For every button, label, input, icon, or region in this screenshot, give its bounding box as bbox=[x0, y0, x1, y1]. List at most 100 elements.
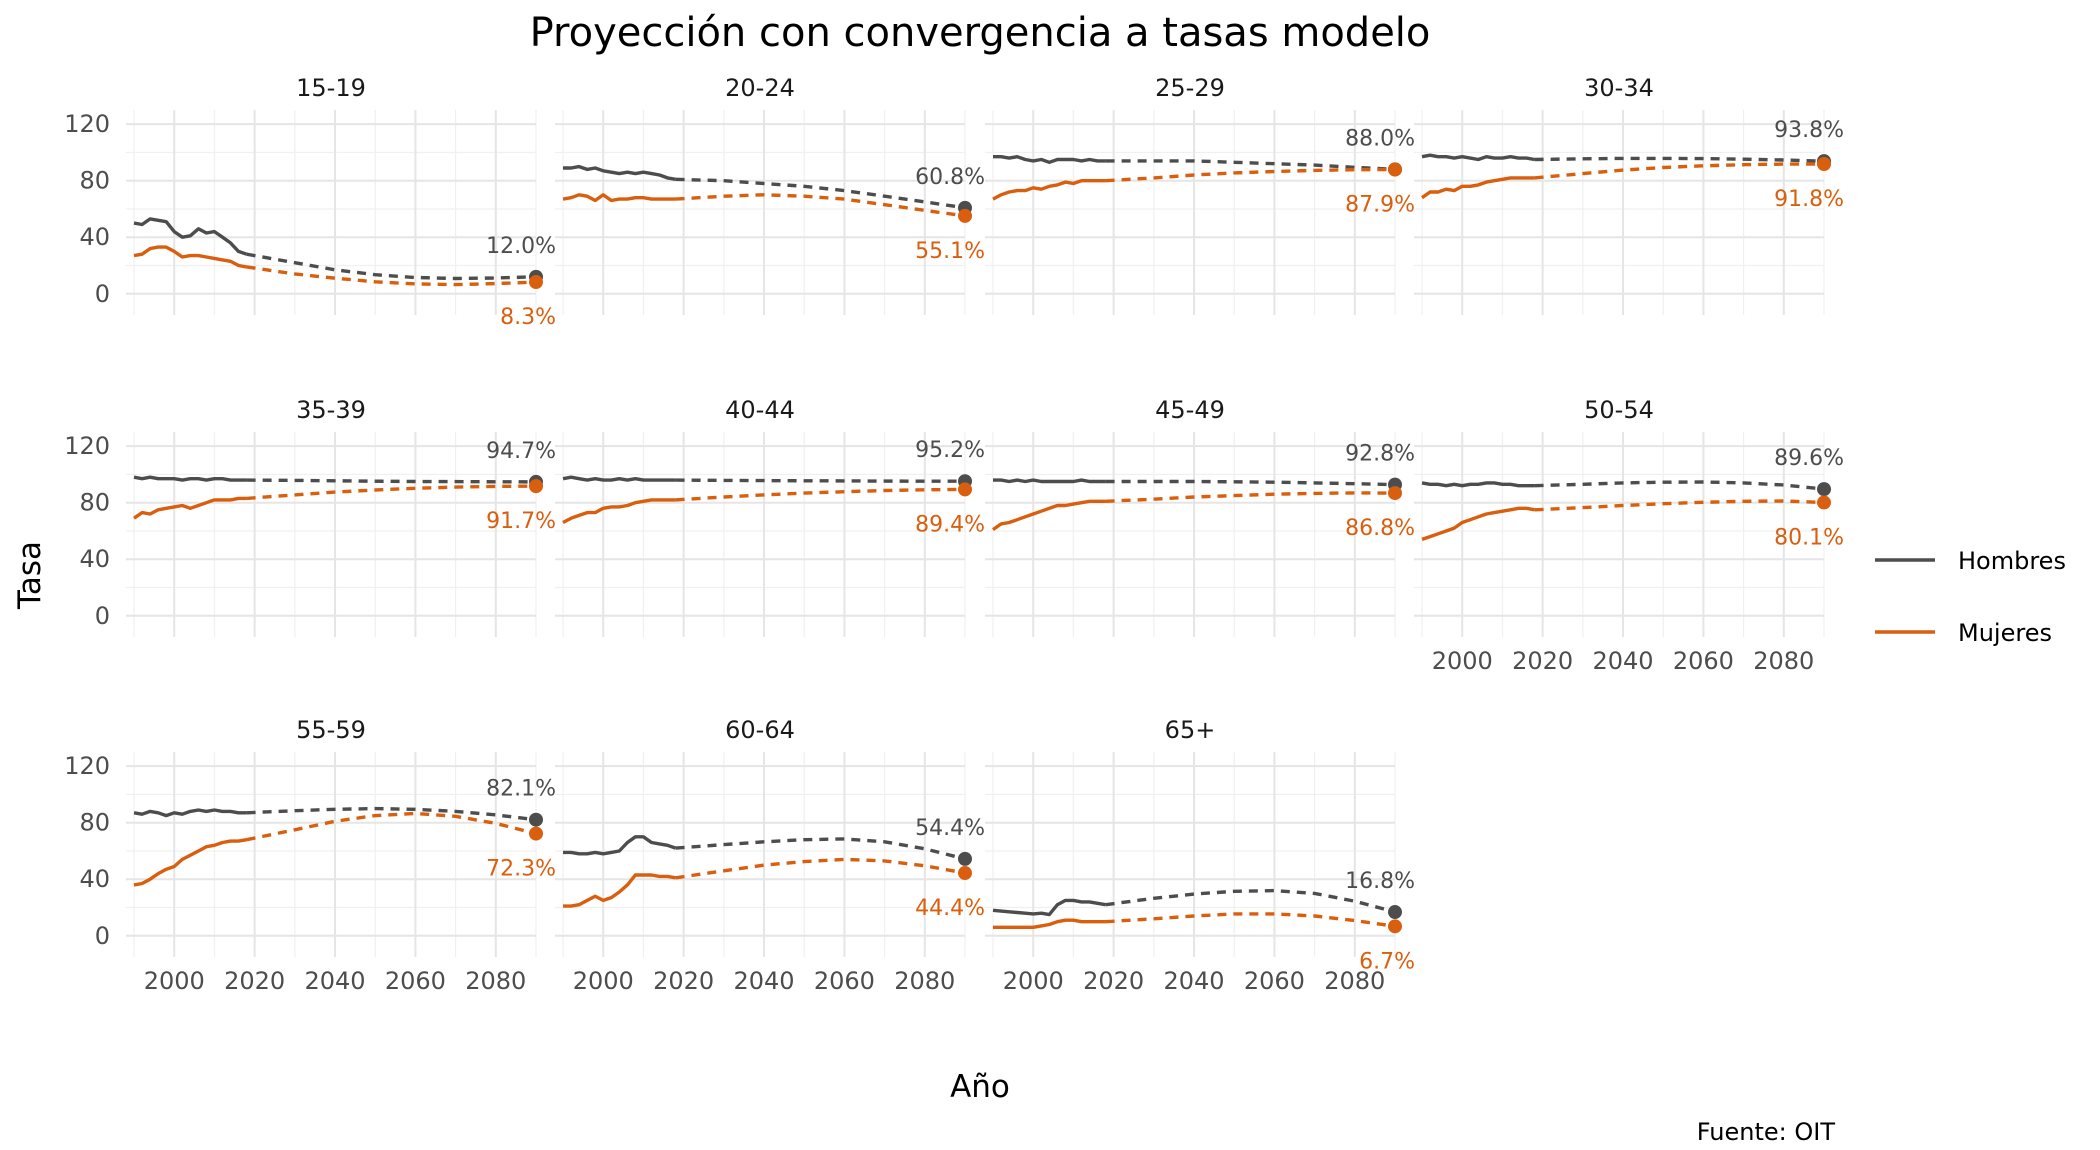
panel-65+: 65+ 2000 2020 2040 2060 2080 16.8% 6.7% bbox=[985, 716, 1415, 995]
line-mujeres-historical bbox=[562, 498, 676, 525]
end-label-mujeres: 44.4% bbox=[915, 896, 985, 921]
line-hombres-historical bbox=[133, 808, 247, 818]
line-hombres-historical bbox=[562, 475, 676, 482]
panel-55-59: 55-59 0 40 80 120 2000 2020 2040 2060 2080 82.1% 72… bbox=[64, 716, 556, 995]
line-hombres-projection bbox=[1105, 159, 1396, 172]
point-hombres-end bbox=[958, 851, 972, 866]
facet-label: 40-44 bbox=[725, 396, 795, 424]
line-mujeres-historical bbox=[562, 193, 676, 203]
y-tick-label: 80 bbox=[79, 167, 110, 195]
line-hombres-historical bbox=[993, 154, 1106, 165]
line-hombres-projection bbox=[1105, 479, 1396, 487]
end-label-hombres: 54.4% bbox=[915, 816, 985, 841]
point-hombres-end bbox=[1388, 905, 1402, 920]
x-tick-label: 2020 bbox=[1083, 967, 1144, 995]
line-hombres-projection bbox=[1534, 156, 1825, 163]
point-mujeres-end bbox=[529, 275, 543, 290]
line-mujeres-projection bbox=[1105, 491, 1396, 503]
panel-20-24: 20-24 60.8% 55.1% bbox=[555, 74, 985, 315]
line-hombres-projection bbox=[1534, 480, 1825, 491]
end-label-hombres: 16.8% bbox=[1345, 869, 1415, 894]
end-label-mujeres: 8.3% bbox=[500, 305, 556, 330]
line-mujeres-historical bbox=[133, 496, 247, 520]
point-mujeres-end bbox=[1817, 157, 1831, 172]
x-tick-label: 2020 bbox=[1512, 647, 1573, 675]
end-label-mujeres: 55.1% bbox=[915, 239, 985, 264]
y-axis-title: Tasa bbox=[12, 541, 48, 610]
facet-label: 15-19 bbox=[296, 74, 366, 102]
x-tick-label: 2000 bbox=[1432, 647, 1493, 675]
end-label-hombres: 82.1% bbox=[486, 777, 556, 802]
end-label-mujeres: 91.8% bbox=[1774, 187, 1844, 212]
end-label-mujeres: 87.9% bbox=[1345, 193, 1415, 218]
x-tick-label: 2020 bbox=[224, 967, 285, 995]
line-hombres-historical bbox=[133, 475, 247, 482]
x-axis-title: Año bbox=[950, 1069, 1010, 1105]
x-tick-label: 2040 bbox=[304, 967, 365, 995]
x-tick-label: 2060 bbox=[1673, 647, 1734, 675]
x-tick-label: 2040 bbox=[1592, 647, 1653, 675]
y-tick-label: 80 bbox=[79, 489, 110, 517]
line-hombres-projection bbox=[1105, 888, 1396, 914]
facet-label: 30-34 bbox=[1584, 74, 1654, 102]
facet-panels: 15-19 0 40 80 120 12.0% 8.3%20-2460.8%55.1%25-… bbox=[64, 74, 1844, 995]
x-tick-label: 2080 bbox=[894, 967, 955, 995]
facet-label: 60-64 bbox=[725, 716, 795, 744]
panel-35-39: 35-39 0 40 80 120 94.7% 91.7% bbox=[64, 396, 556, 637]
x-tick-label: 2000 bbox=[1003, 967, 1064, 995]
point-mujeres-end bbox=[1388, 162, 1402, 177]
x-tick-label: 2020 bbox=[653, 967, 714, 995]
y-tick-label: 0 bbox=[95, 280, 110, 308]
y-tick-label: 40 bbox=[79, 223, 110, 251]
end-label-mujeres: 86.8% bbox=[1345, 516, 1415, 541]
line-mujeres-historical bbox=[1421, 506, 1535, 542]
line-mujeres-historical bbox=[133, 245, 247, 269]
y-tick-label: 120 bbox=[64, 752, 110, 780]
end-label-mujeres: 72.3% bbox=[486, 857, 556, 882]
y-tick-label: 40 bbox=[79, 545, 110, 573]
point-hombres-end bbox=[529, 812, 543, 827]
line-hombres-historical bbox=[993, 478, 1106, 484]
line-hombres-projection bbox=[246, 252, 537, 281]
end-label-hombres: 89.6% bbox=[1774, 446, 1844, 471]
end-label-hombres: 12.0% bbox=[486, 234, 556, 259]
line-hombres-projection bbox=[246, 806, 537, 822]
line-hombres-projection bbox=[675, 478, 965, 483]
line-mujeres-historical bbox=[133, 838, 247, 887]
facet-label: 50-54 bbox=[1584, 396, 1654, 424]
legend: Hombres Mujeres bbox=[1875, 547, 2066, 647]
panel-15-19: 15-19 0 40 80 120 12.0% 8.3% bbox=[64, 74, 556, 330]
y-tick-label: 120 bbox=[64, 432, 110, 460]
point-mujeres-end bbox=[958, 208, 972, 223]
line-mujeres-projection bbox=[246, 484, 537, 501]
point-hombres-end bbox=[1817, 482, 1831, 497]
panel-25-29: 25-29 88.0% 87.9% bbox=[985, 74, 1415, 315]
line-hombres-historical bbox=[992, 898, 1106, 917]
y-tick-label: 0 bbox=[95, 922, 110, 950]
line-mujeres-historical bbox=[992, 499, 1106, 531]
end-label-hombres: 95.2% bbox=[915, 438, 985, 463]
x-tick-label: 2080 bbox=[465, 967, 526, 995]
legend-label-hombres: Hombres bbox=[1958, 547, 2066, 575]
end-label-hombres: 92.8% bbox=[1345, 442, 1415, 467]
chart-title: Proyección con convergencia a tasas mode… bbox=[530, 10, 1431, 56]
x-tick-label: 2060 bbox=[385, 967, 446, 995]
line-hombres-projection bbox=[675, 177, 966, 210]
line-mujeres-historical bbox=[993, 918, 1106, 929]
point-mujeres-end bbox=[1817, 495, 1831, 510]
x-tick-label: 2060 bbox=[1244, 967, 1305, 995]
line-hombres-projection bbox=[246, 478, 537, 484]
line-hombres-historical bbox=[563, 835, 677, 856]
end-label-mujeres: 6.7% bbox=[1359, 949, 1415, 974]
line-mujeres-projection bbox=[1105, 167, 1396, 183]
end-label-mujeres: 89.4% bbox=[915, 512, 985, 537]
y-tick-label: 80 bbox=[79, 809, 110, 837]
line-mujeres-historical bbox=[1421, 176, 1535, 200]
panel-60-64: 60-64 2000 2020 2040 2060 2080 54.4% 44.4% bbox=[555, 716, 985, 995]
x-tick-label: 2040 bbox=[733, 967, 794, 995]
line-mujeres-projection bbox=[675, 857, 966, 880]
line-mujeres-projection bbox=[246, 811, 537, 842]
line-mujeres-projection bbox=[1534, 499, 1825, 512]
line-hombres-historical bbox=[1421, 481, 1535, 488]
